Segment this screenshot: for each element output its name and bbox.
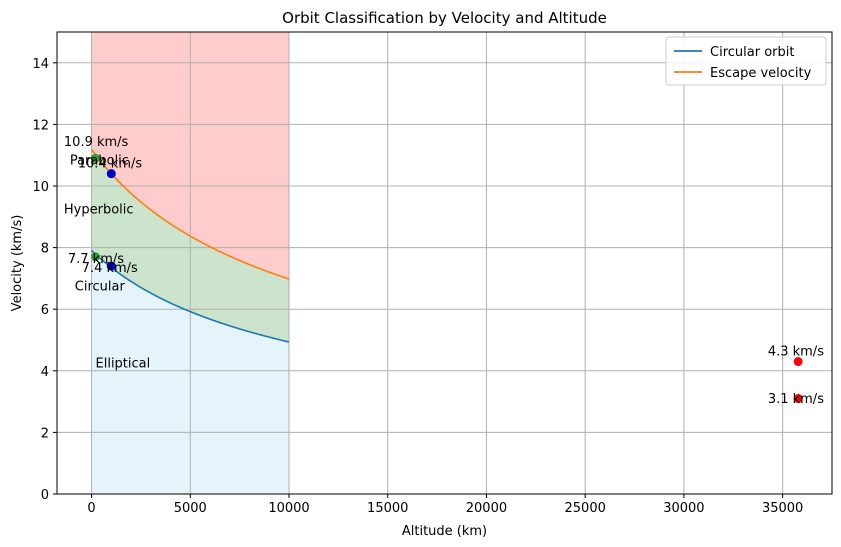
data-point xyxy=(106,169,116,179)
y-tick-label: 4 xyxy=(41,365,49,380)
series-line-circular xyxy=(90,249,290,343)
grid-layer xyxy=(57,32,832,495)
data-point xyxy=(793,394,803,404)
data-point xyxy=(106,261,116,271)
series-layer xyxy=(90,148,290,343)
y-tick-label: 0 xyxy=(41,488,49,503)
x-tick-label: 20000 xyxy=(466,501,507,516)
point-label: 4.3 km/s xyxy=(768,344,824,359)
x-tick-label: 35000 xyxy=(762,501,803,516)
x-tick-label: 0 xyxy=(87,501,95,516)
y-tick-label: 6 xyxy=(41,303,49,318)
legend-entry: Circular orbit xyxy=(710,45,794,60)
region-label-circular: Circular xyxy=(75,280,126,295)
y-tick-label: 12 xyxy=(32,118,49,133)
x-axis-label: Altitude (km) xyxy=(402,524,487,539)
point-label: 7.7 km/s xyxy=(68,252,124,267)
annotation-layer: 7.7 km/s 10.9 km/s 7.4 km/s 10.4 km/s 4.3 km… xyxy=(64,135,824,407)
x-tick-label: 10000 xyxy=(268,501,309,516)
x-tick-label: 25000 xyxy=(565,501,606,516)
legend: Circular orbit Escape velocity xyxy=(665,36,827,86)
y-tick-label: 8 xyxy=(41,242,49,257)
x-tick-label: 15000 xyxy=(367,501,408,516)
region-label-elliptical: Elliptical xyxy=(96,357,151,372)
chart-title: Orbit Classification by Velocity and Alt… xyxy=(282,9,607,27)
legend-box xyxy=(665,36,827,86)
tick-layer: 0 5000 10000 15000 20000 25000 30000 35000 0 2 4 6 8… xyxy=(32,57,803,516)
data-point xyxy=(91,252,101,262)
point-label: 3.1 km/s xyxy=(768,392,824,407)
data-point xyxy=(91,153,101,163)
points-layer xyxy=(91,153,803,404)
region-label-parabolic: Parabolic xyxy=(70,153,129,168)
y-axis-label: Velocity (km/s) xyxy=(10,215,25,312)
y-tick-label: 10 xyxy=(32,180,49,195)
y-tick-label: 14 xyxy=(32,57,49,72)
x-tick-label: 5000 xyxy=(174,501,207,516)
x-tick-label: 30000 xyxy=(663,501,704,516)
data-point xyxy=(793,357,803,367)
point-label: 10.9 km/s xyxy=(64,135,129,150)
legend-entry: Escape velocity xyxy=(710,66,812,81)
point-label: 7.4 km/s xyxy=(82,261,138,276)
point-label: 10.4 km/s xyxy=(78,157,143,172)
series-line-escape xyxy=(90,148,290,280)
region-label-hyperbolic: Hyperbolic xyxy=(64,203,134,218)
y-tick-label: 2 xyxy=(41,426,49,441)
plot-frame xyxy=(56,31,833,495)
